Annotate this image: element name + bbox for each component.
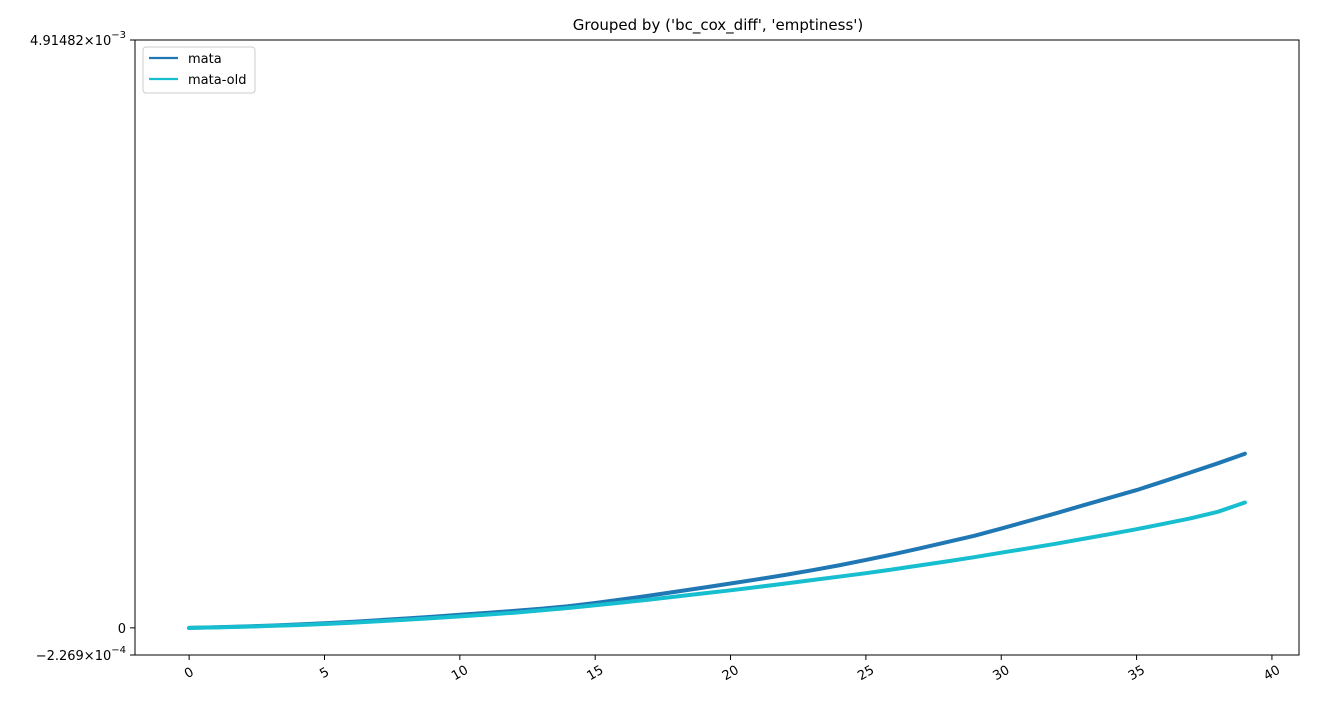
x-tick-label: 40 [1261, 663, 1283, 684]
x-tick-label: 35 [1126, 663, 1148, 684]
legend-label: mata-old [188, 73, 246, 88]
y-tick-label: 4.91482×10−3 [30, 30, 126, 49]
x-tick-label: 25 [855, 663, 877, 684]
y-tick-label: 0 [118, 622, 126, 637]
legend: mata mata-old [142, 46, 256, 94]
series-layer [187, 451, 1247, 630]
plot-frame [134, 39, 1300, 656]
y-tick-label: −2.269×10−4 [36, 645, 126, 664]
chart-title: Grouped by ('bc_cox_diff', 'emptiness') [573, 16, 864, 35]
x-tick-label: 10 [449, 663, 471, 684]
x-tick-label: 15 [585, 663, 607, 684]
legend-label: mata [188, 52, 222, 67]
x-tick-label: 30 [991, 663, 1013, 684]
x-tick-label: 20 [720, 663, 742, 684]
y-axis: −2.269×10−4 0 4.91482×10−3 [30, 30, 135, 664]
series-line-2 [187, 500, 1247, 630]
